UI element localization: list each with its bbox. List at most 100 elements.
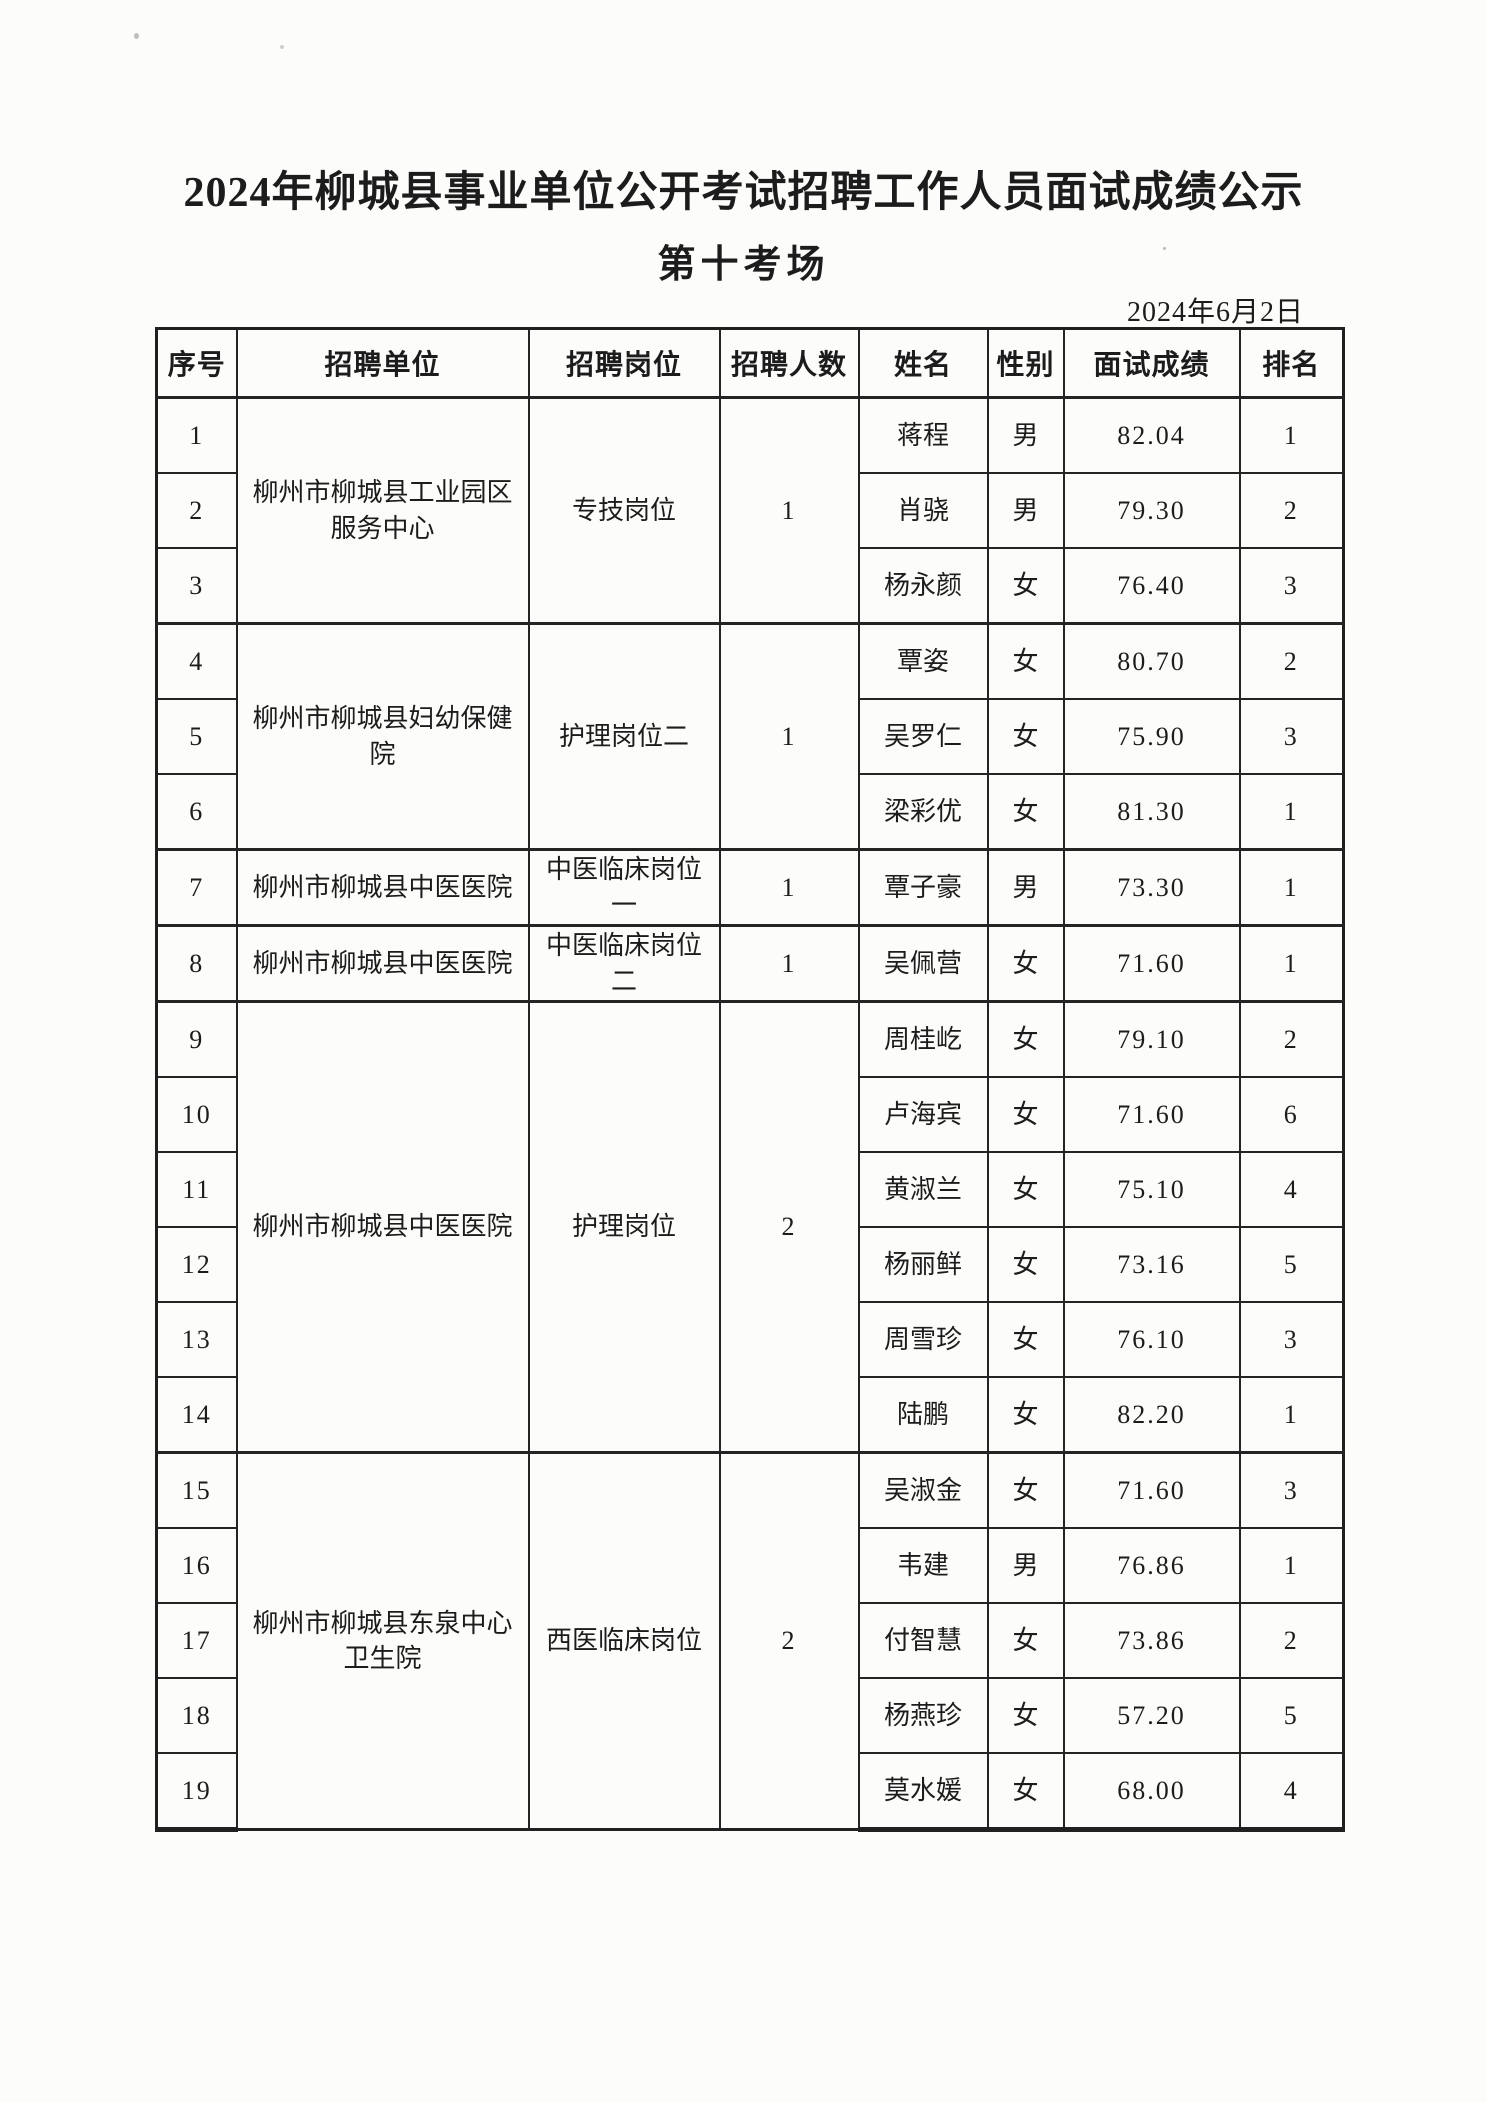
cell-gender: 女 [986,1451,1065,1529]
cell-rank: 2 [1238,1602,1345,1679]
cell-name: 黄淑兰 [857,1151,989,1228]
cell-gender: 女 [986,1602,1065,1679]
cell-name: 周桂屹 [857,1000,989,1078]
cell-openings: 1 [718,622,860,851]
cell-gender: 女 [986,622,1065,700]
table-row: 16 韦建男 76.86 1 [155,1527,1345,1604]
table-row: 1 柳州市柳城县工业园区服务中心 专技岗位 1 蒋程男 82.04 1 [155,396,1345,625]
cell-unit: 柳州市柳城县中医医院 [235,1000,530,1454]
cell-rank: 2 [1238,622,1345,700]
cell-score: 71.60 [1062,1076,1241,1153]
table-row: 9 柳州市柳城县中医医院 护理岗位 2 周桂屹女 79.10 2 [155,1000,1345,1454]
cell-unit: 柳州市柳城县妇幼保健院 [235,622,530,851]
cell-score: 68.00 [1062,1752,1241,1832]
cell-openings: 2 [718,1451,860,1831]
cell-index: 11 [155,1151,238,1228]
page-title: 2024年柳城县事业单位公开考试招聘工作人员面试成绩公示 [183,170,1304,216]
cell-name: 吴淑金 [857,1451,989,1529]
cell-position: 专技岗位 [527,396,721,625]
column-header-gender: 性别 [986,327,1065,399]
cell-score: 75.90 [1062,698,1241,775]
cell-score: 57.20 [1062,1677,1241,1754]
scan-speck [1163,247,1166,250]
cell-rank: 1 [1238,396,1345,474]
cell-name: 韦建 [857,1527,989,1604]
cell-position: 中医临床岗位一 [527,848,721,927]
cell-rank: 4 [1238,1151,1345,1228]
table-row: 10 卢海宾女 71.60 6 [155,1076,1345,1153]
cell-index: 6 [155,773,238,851]
column-header-name: 姓名 [857,327,989,399]
cell-gender: 男 [986,848,1065,927]
cell-unit: 柳州市柳城县中医医院 [235,848,530,927]
cell-gender: 女 [986,698,1065,775]
cell-gender: 男 [986,472,1065,549]
cell-gender: 女 [986,1226,1065,1303]
cell-rank: 2 [1238,472,1345,549]
cell-rank: 1 [1238,1527,1345,1604]
cell-score: 71.60 [1062,1451,1241,1529]
cell-rank: 3 [1238,698,1345,775]
column-header-unit: 招聘单位 [235,327,530,399]
cell-openings: 1 [718,396,860,625]
cell-name: 肖骁 [857,472,989,549]
cell-rank: 6 [1238,1076,1345,1153]
cell-gender: 女 [986,924,1065,1003]
column-header-rank: 排名 [1238,327,1345,399]
cell-unit: 柳州市柳城县中医医院 [235,924,530,1003]
cell-position: 护理岗位二 [527,622,721,851]
cell-index: 12 [155,1226,238,1303]
cell-index: 10 [155,1076,238,1153]
cell-score: 71.60 [1062,924,1241,1003]
cell-rank: 3 [1238,1301,1345,1378]
cell-openings: 2 [718,1000,860,1454]
cell-score: 79.10 [1062,1000,1241,1078]
cell-name: 蒋程 [857,396,989,474]
cell-rank: 1 [1238,924,1345,1003]
cell-name: 吴佩营 [857,924,989,1003]
cell-index: 3 [155,547,238,625]
cell-index: 16 [155,1527,238,1604]
cell-index: 9 [155,1000,238,1078]
cell-name: 覃子豪 [857,848,989,927]
cell-gender: 男 [986,1527,1065,1604]
cell-index: 8 [155,924,238,1003]
cell-name: 莫水媛 [857,1752,989,1832]
cell-rank: 1 [1238,773,1345,851]
cell-score: 76.10 [1062,1301,1241,1378]
table-row: 18 杨燕珍女 57.20 5 [155,1677,1345,1754]
table-row: 12 杨丽鲜女 73.16 5 [155,1226,1345,1303]
cell-index: 2 [155,472,238,549]
cell-name: 杨燕珍 [857,1677,989,1754]
cell-index: 18 [155,1677,238,1754]
table-row: 17 付智慧女 73.86 2 [155,1602,1345,1679]
cell-score: 82.04 [1062,396,1241,474]
cell-name: 吴罗仁 [857,698,989,775]
cell-gender: 女 [986,1752,1065,1832]
cell-index: 15 [155,1451,238,1529]
cell-name: 付智慧 [857,1602,989,1679]
cell-index: 4 [155,622,238,700]
cell-gender: 女 [986,773,1065,851]
table-row: 3 杨永颜女 76.40 3 [155,547,1345,625]
cell-unit: 柳州市柳城县工业园区服务中心 [235,396,530,625]
column-header-openings: 招聘人数 [718,327,860,399]
cell-index: 5 [155,698,238,775]
cell-score: 73.30 [1062,848,1241,927]
cell-score: 73.16 [1062,1226,1241,1303]
cell-index: 14 [155,1376,238,1454]
cell-score: 76.40 [1062,547,1241,625]
cell-rank: 1 [1238,1376,1345,1454]
table-row: 5 吴罗仁女 75.90 3 [155,698,1345,775]
cell-gender: 男 [986,396,1065,474]
page-subtitle: 第十考场 [657,244,830,286]
cell-score: 76.86 [1062,1527,1241,1604]
table-row: 2 肖骁男 79.30 2 [155,472,1345,549]
cell-gender: 女 [986,1301,1065,1378]
cell-gender: 女 [986,547,1065,625]
cell-name: 卢海宾 [857,1076,989,1153]
cell-rank: 3 [1238,547,1345,625]
cell-name: 杨永颜 [857,547,989,625]
header-row: 序号 招聘单位 招聘岗位 招聘人数 姓名 性别 面试成绩 排名 [155,327,1345,399]
